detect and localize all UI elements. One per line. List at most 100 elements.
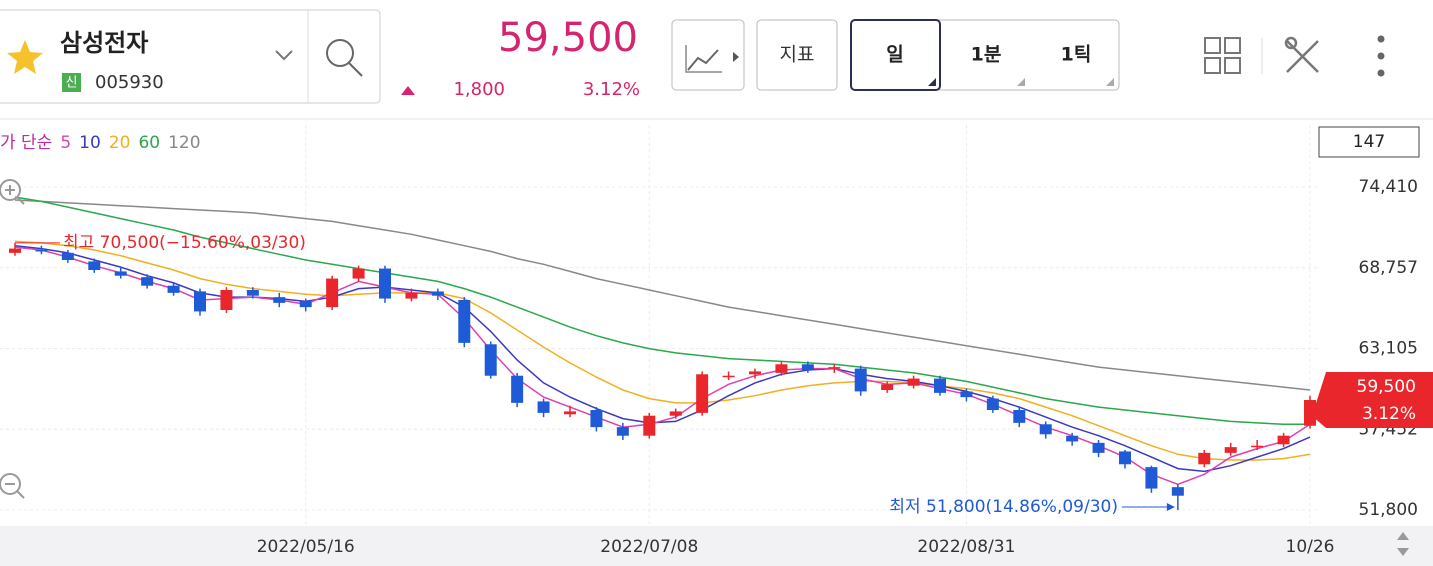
x-tick-label: 2022/08/31	[917, 537, 1015, 557]
last-price-label: 59,500	[1357, 377, 1416, 397]
candle-body	[326, 278, 339, 308]
search-icon[interactable]	[326, 39, 354, 67]
candle-body	[88, 261, 101, 270]
indicator-button[interactable]	[756, 19, 838, 91]
button-label: 1틱	[1061, 44, 1092, 66]
candle-body	[934, 378, 946, 393]
candle-body	[379, 268, 391, 299]
legend-entry: 10	[79, 133, 101, 153]
candle-body	[1092, 442, 1105, 453]
dropdown-chevron[interactable]	[275, 50, 293, 61]
candle-body	[114, 271, 127, 276]
button-label: 지표	[780, 44, 815, 66]
layout-icon[interactable]	[1204, 37, 1241, 74]
favorite-star[interactable]	[7, 40, 43, 74]
candle-body	[669, 411, 682, 416]
candle-body	[881, 384, 894, 390]
candle-body	[960, 391, 973, 398]
volume-box-text: 147	[1353, 132, 1385, 152]
plot: 최고 70,500(−15.60%,03/30) 최저 51,800(14.86%…	[9, 196, 1316, 517]
last-price-badge	[1312, 372, 1433, 428]
high-annotation: 최고 70,500(−15.60%,03/30)	[63, 233, 306, 253]
legend-entry: 60	[138, 133, 160, 153]
candle-body	[35, 250, 48, 252]
button-label: 일	[886, 44, 903, 66]
candle-body	[61, 252, 74, 260]
period-day-button[interactable]	[850, 19, 941, 91]
zoom-in[interactable]	[0, 179, 25, 205]
x-tick-label: 2022/05/16	[257, 537, 355, 557]
low-annotation: 최저 51,800(14.86%,09/30)	[889, 497, 1118, 517]
stock-name: 삼성전자	[60, 29, 148, 57]
volume-box	[1318, 126, 1420, 158]
x-axis-band	[0, 526, 1433, 566]
candle-body	[696, 374, 709, 413]
grid	[0, 125, 1318, 525]
more-icon[interactable]	[1377, 35, 1385, 77]
candle-body	[141, 277, 154, 286]
candle-body	[537, 401, 550, 413]
price: 59,500	[498, 15, 638, 61]
candle-body	[405, 292, 418, 299]
change: 1,800	[453, 79, 505, 100]
y-tick-label: 51,800	[1359, 500, 1418, 520]
candle-body	[273, 297, 286, 303]
ma-line	[14, 196, 1310, 426]
candle-body	[299, 301, 312, 308]
corner-mark	[1017, 78, 1025, 86]
candle-body	[484, 344, 497, 376]
last-change-label: 3.12%	[1362, 404, 1416, 424]
candle-body	[749, 371, 761, 375]
ma-line	[14, 199, 1311, 391]
scroll-up[interactable]	[1397, 532, 1409, 540]
ma-line	[14, 240, 1311, 461]
search-handle	[348, 62, 363, 77]
candle-body	[907, 378, 920, 386]
change-rate: 3.12%	[583, 79, 640, 100]
candle-body	[431, 291, 444, 296]
chart-icon-arrow	[733, 52, 739, 62]
candle-body	[1119, 451, 1131, 465]
candle-body	[511, 375, 524, 403]
candle-body	[167, 285, 180, 293]
candle-body	[1171, 487, 1184, 496]
candle-body	[616, 427, 629, 436]
badge-text: 신	[66, 76, 78, 91]
y-tick-label: 74,410	[1359, 177, 1418, 197]
zoom-out[interactable]	[0, 473, 25, 499]
y-tick-label: 63,105	[1359, 339, 1418, 359]
up-arrow	[401, 86, 415, 95]
candle-body	[801, 364, 814, 370]
low-pointer-head	[1166, 503, 1175, 511]
candle-body	[1251, 445, 1264, 448]
legend-entry: 120	[168, 133, 200, 153]
candle-body	[1066, 435, 1079, 442]
candle-body	[220, 290, 233, 310]
candle-body	[458, 300, 471, 343]
candle-body	[1145, 467, 1158, 489]
x-tick-label: 2022/07/08	[600, 537, 698, 557]
candle-body	[564, 411, 576, 415]
candle-body	[352, 268, 365, 279]
legend-entry: 5	[60, 133, 71, 153]
legend-entry: 20	[109, 133, 131, 153]
candle-body	[722, 375, 735, 378]
tools-icon[interactable]	[1284, 36, 1319, 73]
corner-mark	[1106, 78, 1114, 86]
stock-code: 005930	[95, 72, 164, 93]
candle-body	[1039, 424, 1052, 435]
legend-prefix: 가 단순	[0, 133, 52, 153]
candle-body	[1304, 400, 1316, 426]
scroll-down[interactable]	[1397, 548, 1409, 556]
candle-body	[643, 415, 656, 436]
candle-body	[1277, 435, 1290, 445]
candle-body	[775, 364, 788, 373]
candle-body	[828, 367, 841, 369]
corner-mark	[928, 78, 936, 86]
candle-body	[590, 410, 603, 428]
chart-icon	[687, 49, 719, 71]
stock-selector[interactable]	[0, 9, 381, 104]
candle-body	[246, 290, 259, 296]
